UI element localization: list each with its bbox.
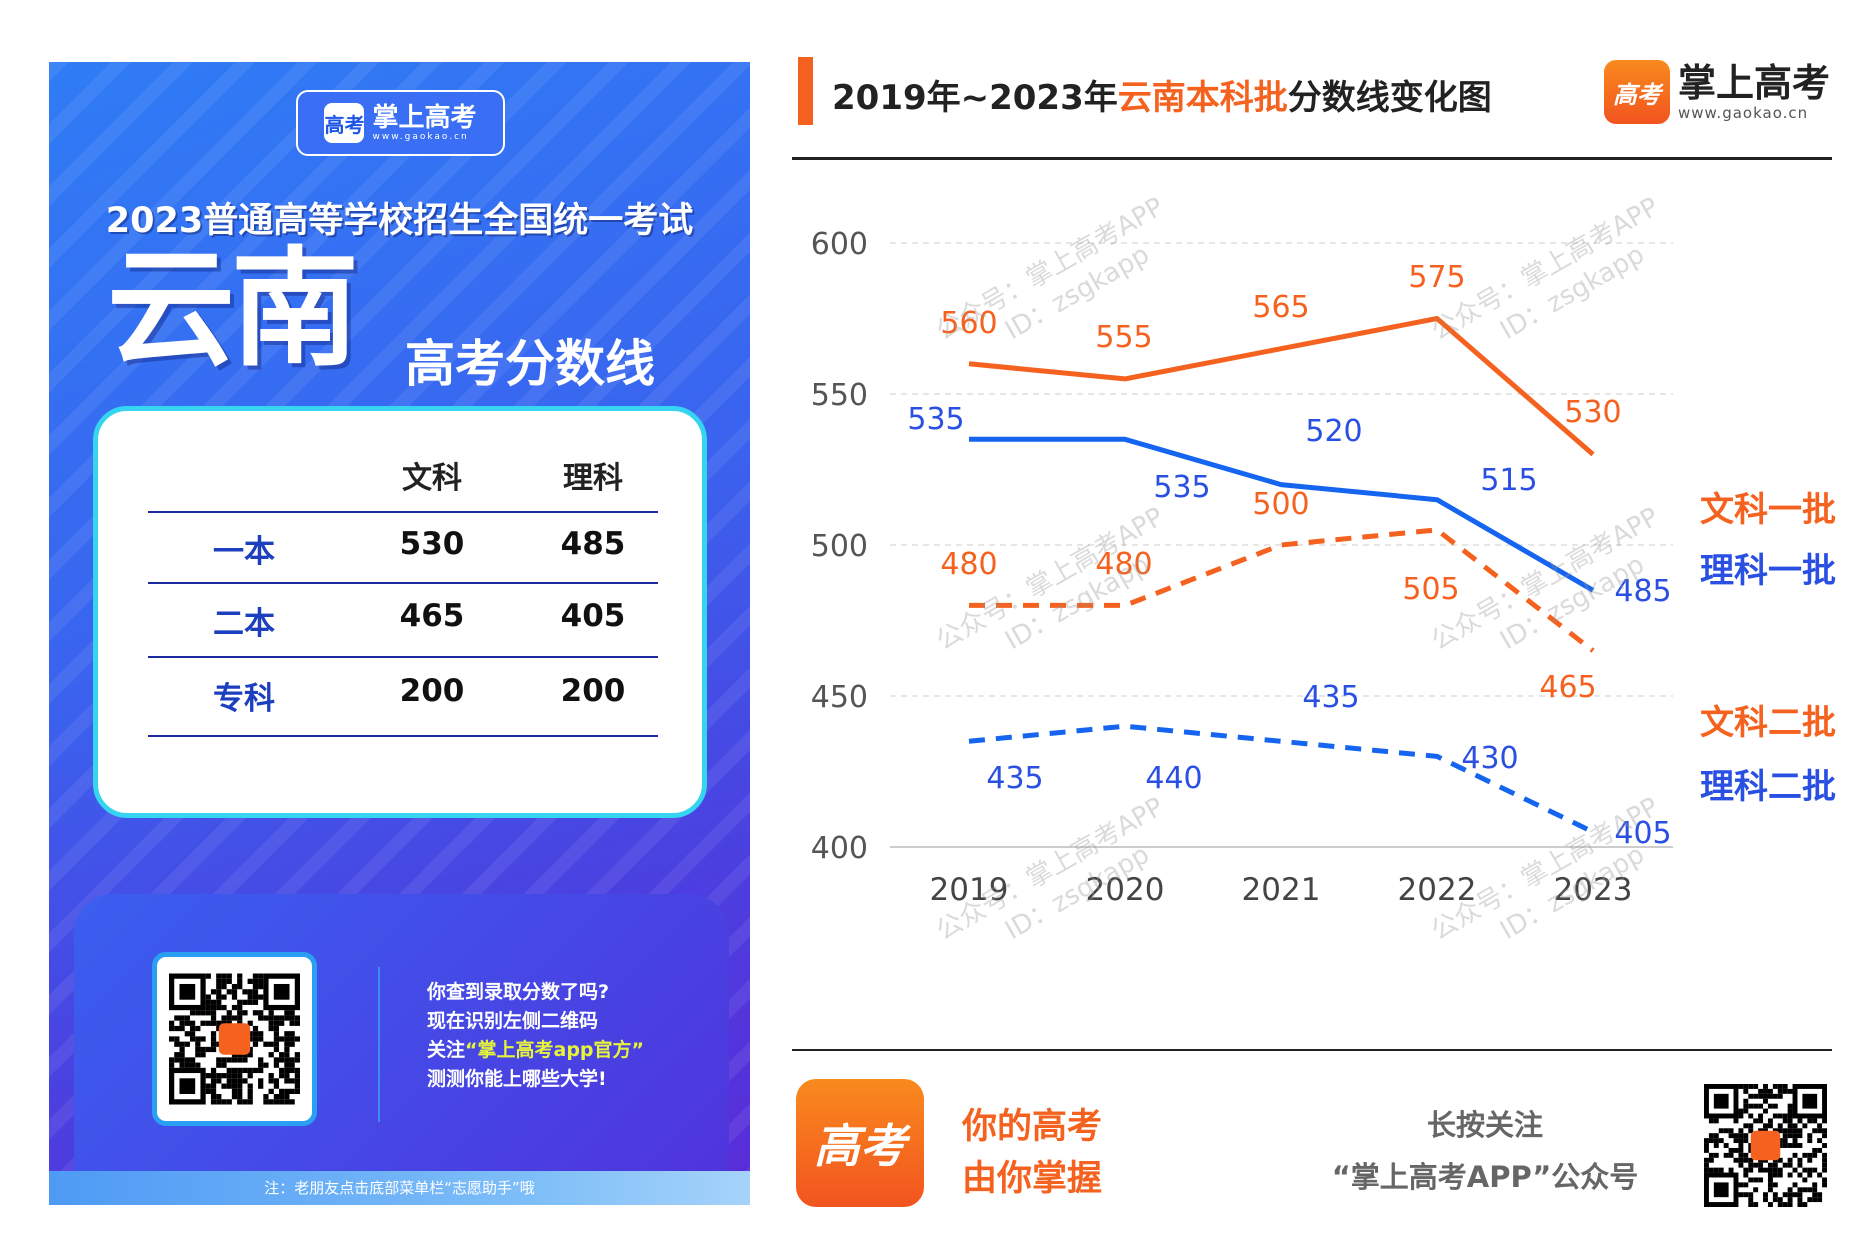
- divider: [148, 511, 658, 513]
- x-tick-label: 2021: [1242, 872, 1321, 908]
- title-accent-bar: [798, 57, 813, 125]
- y-tick-label: 550: [811, 378, 868, 413]
- qr-code[interactable]: [152, 952, 317, 1126]
- logo-url: www.gaokao.cn: [372, 132, 469, 142]
- brand-url: www.gaokao.cn: [1678, 104, 1809, 122]
- data-label: 560: [940, 306, 997, 341]
- promo-follow-prefix: 关注: [427, 1039, 466, 1061]
- data-label: 555: [1095, 320, 1152, 355]
- qr-code-icon: [169, 973, 300, 1105]
- row-label: 专科: [213, 681, 275, 717]
- data-label: 435: [986, 761, 1043, 796]
- data-label: 520: [1305, 414, 1362, 449]
- data-label: 565: [1252, 290, 1309, 325]
- data-label: 575: [1408, 260, 1465, 295]
- promo-line: 你查到录取分数了吗?: [427, 981, 610, 1003]
- promo-line: 现在识别左侧二维码: [427, 1010, 599, 1032]
- legend-label: 文科二批: [1700, 703, 1836, 743]
- follow-text: 长按关注: [1426, 1108, 1543, 1142]
- cell: 465: [399, 598, 465, 634]
- promo-follow-highlight: “掌上高考app官方”: [465, 1039, 645, 1061]
- poster-logo: 高考 掌上高考 www.gaokao.cn: [296, 90, 505, 156]
- data-label: 500: [1252, 487, 1309, 522]
- province-title: 云南: [107, 235, 359, 384]
- poster: 高考 掌上高考 www.gaokao.cn 2023普通高等学校招生全国统一考试 …: [49, 62, 750, 1205]
- legend-label: 理科一批: [1700, 551, 1836, 591]
- slogan-line: 你的高考: [962, 1107, 1103, 1147]
- y-tick-label: 450: [811, 680, 868, 715]
- data-label: 430: [1461, 741, 1518, 776]
- data-label: 530: [1564, 395, 1621, 430]
- data-label: 405: [1614, 816, 1671, 851]
- divider: [148, 735, 658, 737]
- y-tick-label: 400: [811, 831, 868, 866]
- col-header-wenke: 文科: [402, 461, 462, 496]
- row-label: 一本: [213, 534, 275, 570]
- brand-name: 掌上高考: [1678, 61, 1831, 105]
- poster-headline: 2023普通高等学校招生全国统一考试: [105, 201, 694, 241]
- promo-line: 测测你能上哪些大学!: [427, 1068, 607, 1090]
- footer-divider: [792, 1049, 1832, 1051]
- data-label: 535: [1153, 470, 1210, 505]
- col-header-like: 理科: [563, 461, 623, 496]
- title-prefix: 2019年~2023年: [832, 78, 1118, 118]
- data-label: 480: [940, 547, 997, 582]
- data-label: 515: [1480, 463, 1537, 498]
- x-tick-label: 2020: [1086, 872, 1165, 908]
- cell: 485: [560, 526, 626, 562]
- data-label: 480: [1095, 547, 1152, 582]
- data-label: 440: [1145, 761, 1202, 796]
- brand-logo: 高考 掌上高考 www.gaokao.cn: [1604, 60, 1830, 124]
- cell: 200: [560, 673, 626, 709]
- divider: [148, 582, 658, 584]
- header-divider: [792, 157, 1832, 160]
- divider: [148, 656, 658, 658]
- legend-label: 理科二批: [1700, 767, 1836, 807]
- data-label: 535: [907, 402, 964, 437]
- footnote: 注：老朋友点击底部菜单栏“志愿助手”哦: [49, 1171, 750, 1205]
- series-line: [968, 723, 1595, 835]
- logo-name: 掌上高考: [372, 103, 477, 133]
- chart-title: 2019年~2023年云南本科批分数线变化图: [832, 70, 1492, 119]
- data-label: 505: [1402, 572, 1459, 607]
- x-tick-label: 2022: [1398, 872, 1477, 908]
- data-label: 485: [1614, 574, 1671, 609]
- series-line: [969, 436, 1595, 593]
- gaokao-logo-icon: 高考: [1604, 60, 1670, 124]
- series-line: [969, 527, 1595, 653]
- cell: 405: [560, 598, 626, 634]
- title-suffix: 分数线变化图: [1287, 78, 1492, 118]
- row-label: 二本: [213, 606, 275, 642]
- x-tick-label: 2023: [1554, 872, 1633, 908]
- poster-subtitle: 高考分数线: [405, 335, 655, 393]
- gaokao-app-logo-icon: 高考: [796, 1079, 924, 1207]
- slogan-line: 由你掌握: [962, 1159, 1103, 1199]
- gaokao-logo-icon: 高考: [324, 103, 365, 143]
- footer-qr-code[interactable]: [1703, 1084, 1828, 1207]
- cell: 200: [399, 673, 465, 709]
- x-tick-label: 2019: [930, 872, 1009, 908]
- follow-text: “掌上高考APP”公众号: [1331, 1160, 1639, 1194]
- promo-line: 关注“掌上高考app官方”: [427, 1035, 644, 1062]
- divider: [378, 967, 380, 1122]
- data-label: 465: [1539, 670, 1596, 705]
- cell: 530: [399, 526, 465, 562]
- series-line: [968, 316, 1595, 457]
- title-highlight: 云南本科批: [1117, 78, 1288, 118]
- legend-label: 文科一批: [1700, 490, 1836, 530]
- score-table: 文科 理科 一本 530 485 二本 465 405 专科 200 200: [93, 406, 707, 818]
- y-tick-label: 600: [811, 227, 868, 262]
- qr-code-icon: [1704, 1084, 1827, 1207]
- y-tick-label: 500: [811, 529, 868, 564]
- data-label: 435: [1302, 680, 1359, 715]
